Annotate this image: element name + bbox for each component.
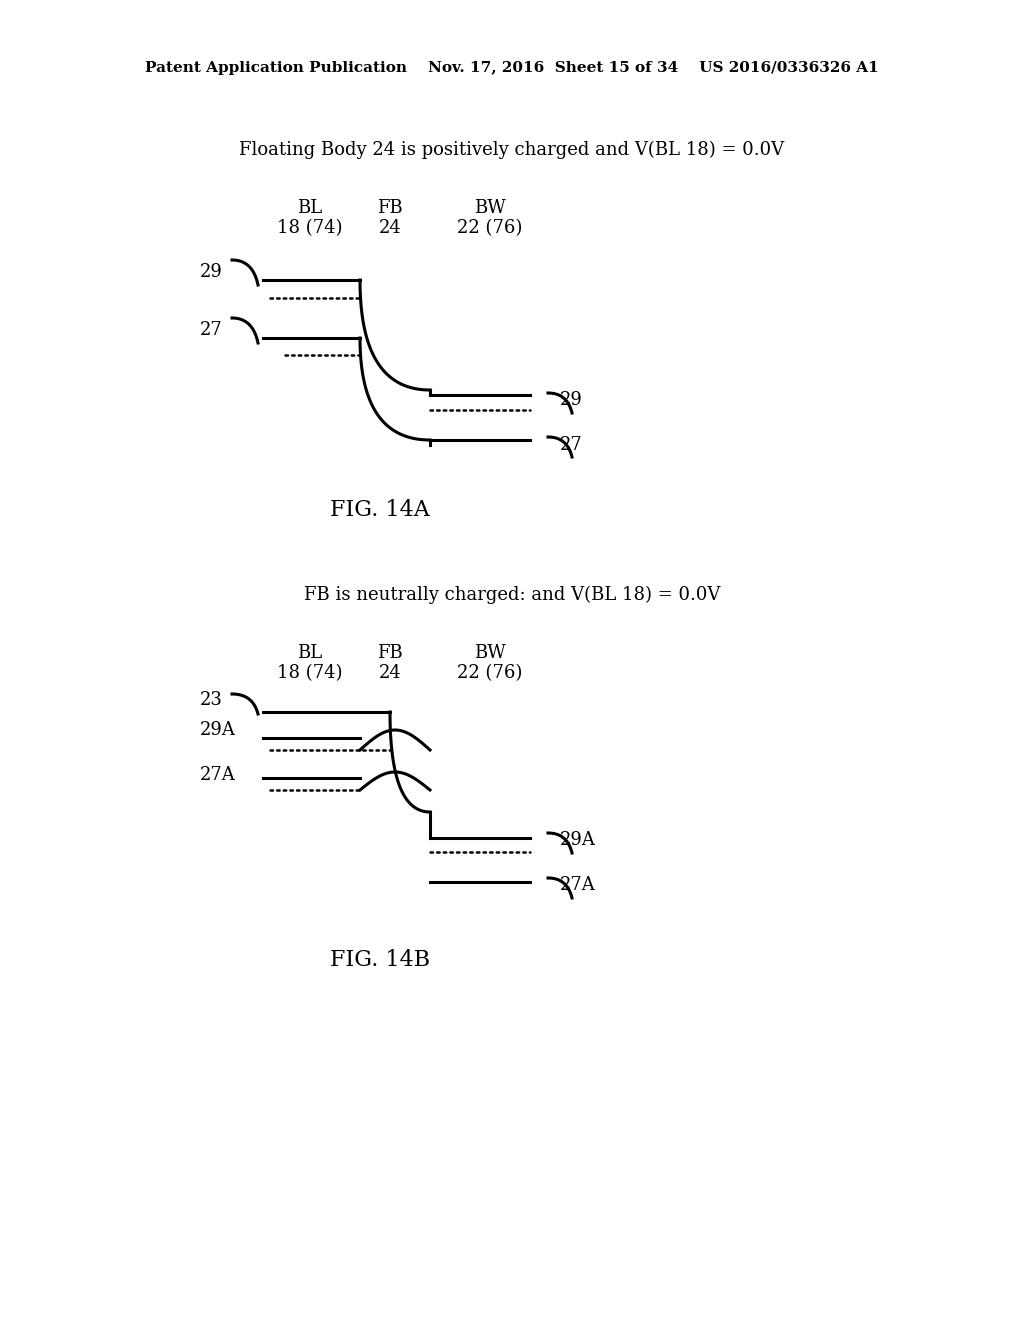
Text: BW: BW	[474, 199, 506, 216]
Text: BL: BL	[297, 644, 323, 663]
Text: Floating Body 24 is positively charged and V(BL 18) = 0.0V: Floating Body 24 is positively charged a…	[240, 141, 784, 160]
Text: 29: 29	[200, 263, 223, 281]
Text: 24: 24	[379, 219, 401, 238]
Text: 27A: 27A	[200, 766, 236, 784]
Text: FB: FB	[377, 644, 402, 663]
Text: 29: 29	[560, 391, 583, 409]
Text: Patent Application Publication    Nov. 17, 2016  Sheet 15 of 34    US 2016/03363: Patent Application Publication Nov. 17, …	[145, 61, 879, 75]
Text: BW: BW	[474, 644, 506, 663]
Text: 23: 23	[200, 690, 223, 709]
Text: 29A: 29A	[560, 832, 596, 849]
Text: 22 (76): 22 (76)	[458, 219, 522, 238]
Text: 18 (74): 18 (74)	[278, 219, 343, 238]
Text: 27: 27	[200, 321, 223, 339]
Text: FB: FB	[377, 199, 402, 216]
Text: 22 (76): 22 (76)	[458, 664, 522, 682]
Text: BL: BL	[297, 199, 323, 216]
Text: 29A: 29A	[200, 721, 236, 739]
Text: FB is neutrally charged: and V(BL 18) = 0.0V: FB is neutrally charged: and V(BL 18) = …	[304, 586, 720, 605]
Text: 27A: 27A	[560, 876, 596, 894]
Text: 27: 27	[560, 436, 583, 454]
Text: 24: 24	[379, 664, 401, 682]
Text: FIG. 14A: FIG. 14A	[330, 499, 430, 521]
Text: 18 (74): 18 (74)	[278, 664, 343, 682]
Text: FIG. 14B: FIG. 14B	[330, 949, 430, 972]
